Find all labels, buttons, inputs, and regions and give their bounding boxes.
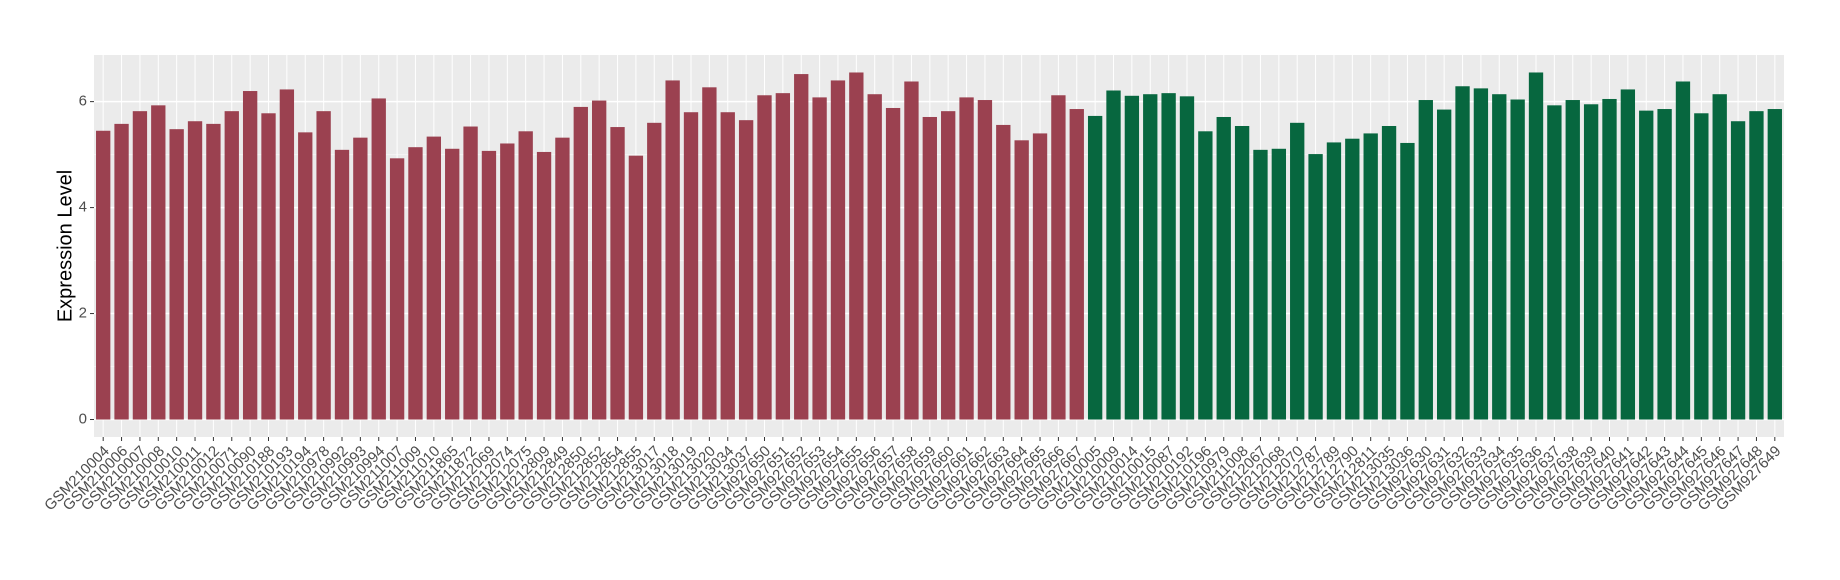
y-axis-title: Expression Level xyxy=(54,170,76,322)
bar xyxy=(353,137,368,420)
bar xyxy=(1675,81,1691,420)
bar xyxy=(536,151,552,420)
bar xyxy=(885,107,901,420)
y-tick-label: 6 xyxy=(79,93,87,110)
bar xyxy=(187,121,203,420)
bar xyxy=(775,93,791,420)
bar xyxy=(1345,138,1360,420)
bar xyxy=(169,129,184,420)
bar xyxy=(812,97,827,420)
bar xyxy=(794,74,809,420)
bar xyxy=(959,97,974,420)
bar xyxy=(1455,86,1470,420)
bar xyxy=(849,72,864,420)
bar xyxy=(298,132,313,420)
bar xyxy=(904,81,919,420)
bar xyxy=(206,123,221,420)
bar xyxy=(610,127,625,420)
bar xyxy=(683,112,699,420)
bar xyxy=(1730,121,1746,420)
bar xyxy=(445,148,460,420)
bar xyxy=(922,116,937,420)
bar xyxy=(151,105,166,420)
bar xyxy=(1216,116,1231,420)
bar xyxy=(1547,105,1562,420)
bar xyxy=(96,130,111,420)
y-tick-label: 4 xyxy=(79,199,87,216)
bar xyxy=(1363,133,1378,420)
bar xyxy=(1290,122,1305,420)
bar xyxy=(1326,142,1342,420)
bar xyxy=(1087,115,1103,420)
bar xyxy=(1069,109,1084,420)
bar xyxy=(941,111,956,420)
bar xyxy=(1400,142,1415,420)
bar xyxy=(720,112,735,420)
bar xyxy=(1032,133,1048,420)
bar xyxy=(977,100,993,420)
bar xyxy=(1253,149,1268,420)
bar xyxy=(279,89,295,420)
bar xyxy=(757,95,772,420)
bar xyxy=(1639,110,1654,420)
bar xyxy=(389,158,405,420)
bar xyxy=(867,94,882,420)
bar xyxy=(1767,109,1782,420)
bar xyxy=(1106,90,1121,420)
bar xyxy=(1473,88,1489,420)
bar xyxy=(591,100,607,420)
bar xyxy=(1234,125,1250,420)
bar xyxy=(1528,72,1544,420)
bar xyxy=(1436,109,1452,420)
bar xyxy=(261,113,276,420)
bar xyxy=(1510,99,1525,420)
bar xyxy=(1565,100,1580,420)
bar xyxy=(224,111,239,420)
bar xyxy=(481,150,497,420)
bar xyxy=(114,123,129,420)
bar xyxy=(1694,113,1709,420)
bar xyxy=(1602,98,1617,420)
bar xyxy=(996,124,1011,420)
bar xyxy=(1198,131,1213,420)
bar xyxy=(647,122,662,420)
bar xyxy=(1143,94,1158,420)
bar xyxy=(1308,154,1323,420)
bar xyxy=(1749,111,1764,420)
bar xyxy=(738,120,754,420)
bar xyxy=(1014,140,1029,420)
bar xyxy=(518,131,533,420)
bar xyxy=(665,80,680,420)
bar xyxy=(1381,125,1397,420)
bar xyxy=(1271,148,1287,420)
bar xyxy=(316,111,331,420)
bar xyxy=(500,143,515,420)
bar xyxy=(1712,94,1727,420)
bar xyxy=(555,137,570,420)
y-tick-label: 2 xyxy=(79,305,87,322)
bar xyxy=(1492,94,1507,420)
bar xyxy=(1583,104,1599,420)
bar xyxy=(830,80,846,420)
bar xyxy=(702,87,717,420)
bar xyxy=(628,155,644,420)
bar xyxy=(1620,89,1636,420)
bar xyxy=(371,98,386,420)
bar xyxy=(1124,95,1140,420)
bar xyxy=(334,149,350,420)
bar xyxy=(1161,93,1176,420)
bar xyxy=(408,147,423,420)
bar xyxy=(1418,100,1433,420)
bar xyxy=(132,111,148,420)
bar xyxy=(463,126,478,420)
y-tick-label: 0 xyxy=(79,410,87,427)
bar xyxy=(573,106,588,420)
bar xyxy=(1051,95,1066,420)
bar xyxy=(426,136,442,420)
bar xyxy=(1179,96,1195,420)
bar xyxy=(242,91,258,420)
bar xyxy=(1657,109,1672,420)
